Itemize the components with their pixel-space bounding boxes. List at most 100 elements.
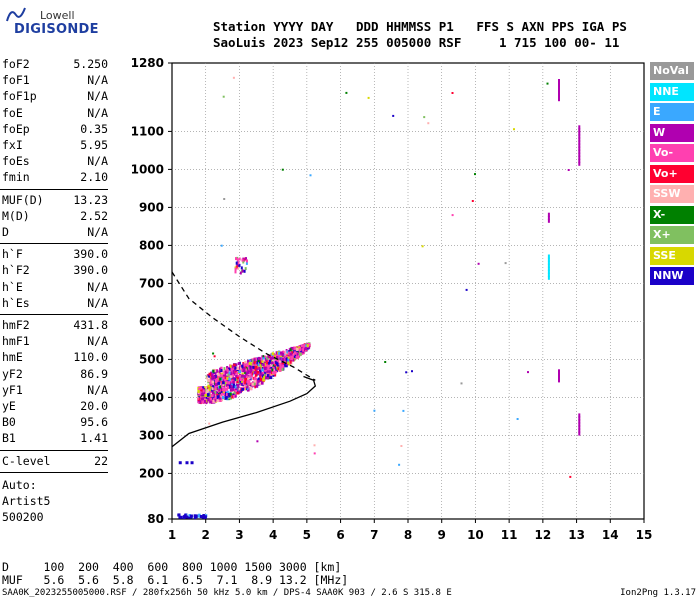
echo-point (224, 391, 227, 395)
echo-point (193, 516, 197, 520)
echo-point (269, 367, 272, 371)
echo-point (238, 382, 241, 385)
echo-point (267, 376, 270, 380)
echo-point (235, 265, 238, 269)
param-row: B0 95.6 (2, 415, 108, 431)
echo-point (273, 361, 277, 365)
echo-point (262, 378, 266, 382)
echo-point (214, 372, 217, 376)
echo-point (271, 366, 274, 370)
echo-point (208, 391, 210, 395)
param-name: hmE (2, 350, 23, 365)
echo-point (236, 384, 240, 387)
echo-point (220, 366, 223, 370)
echo-point (207, 378, 211, 382)
echo-point (295, 356, 298, 359)
echo-point (247, 359, 250, 363)
echo-point (216, 387, 219, 390)
echo-point (225, 387, 229, 391)
echo-point (201, 397, 205, 401)
echo-point (226, 376, 229, 380)
echo-point (267, 364, 271, 368)
echo-point (257, 379, 260, 383)
echo-point (260, 372, 263, 376)
echo-point (199, 391, 202, 395)
echo-point (226, 368, 229, 372)
echo-point (219, 377, 222, 381)
echo-point (238, 374, 241, 378)
param-name: hmF2 (2, 318, 30, 332)
echo-point (203, 391, 207, 395)
echo-point (264, 355, 267, 359)
echo-point (241, 374, 244, 378)
echo-point (309, 174, 312, 177)
echo-point (286, 350, 288, 354)
echo-point (211, 387, 214, 391)
echo-streak-point (547, 269, 550, 274)
y-tick-label: 600 (139, 314, 164, 328)
param-name: foEs (2, 154, 30, 169)
echo-point (234, 366, 237, 370)
echo-streak-point (578, 419, 581, 424)
echo-point (208, 372, 211, 376)
param-row: hmF2 431.8 (2, 318, 108, 334)
param-value: N/A (87, 279, 108, 294)
x-tick-label: 9 (438, 528, 446, 542)
echo-point (234, 363, 238, 367)
echo-point (287, 351, 291, 355)
echo-point (250, 386, 252, 390)
echo-streak-point (547, 257, 550, 262)
echo-point (230, 364, 232, 368)
param-value: 390.0 (73, 263, 108, 278)
echo-point (236, 380, 239, 384)
echo-point (227, 393, 230, 396)
echo-streak-point (547, 254, 550, 259)
echo-point (261, 372, 265, 375)
echo-point (232, 76, 235, 79)
echo-point (261, 359, 264, 363)
echo-point (229, 372, 233, 376)
echo-point (252, 365, 255, 369)
echo-point (245, 257, 247, 261)
y-tick-label: 800 (139, 238, 164, 252)
param-row: fmin 2.10 (2, 170, 108, 186)
echo-point (569, 475, 572, 478)
echo-point (257, 363, 260, 367)
echo-point (243, 375, 246, 379)
echo-point (218, 388, 220, 392)
param-value: 2.10 (80, 170, 108, 185)
echo-point (306, 344, 309, 348)
echo-point (217, 381, 221, 385)
echo-point (229, 369, 231, 373)
x-tick-label: 5 (303, 528, 311, 542)
echo-point (231, 379, 234, 383)
echo-point (234, 370, 237, 374)
echo-point (236, 367, 239, 370)
echo-point (211, 400, 214, 404)
echo-point (224, 377, 228, 381)
echo-point (234, 394, 237, 398)
param-divider (0, 188, 108, 190)
echo-point (289, 349, 291, 353)
echo-point (198, 388, 201, 392)
echo-point (261, 381, 264, 385)
param-name: h`F2 (2, 263, 30, 278)
echo-point (273, 373, 277, 377)
echo-point (477, 262, 480, 265)
echo-point (226, 384, 229, 387)
echo-point (236, 258, 239, 262)
echo-point (290, 355, 293, 359)
echo-streak-point (547, 263, 550, 268)
param-row: C-level 22 (2, 454, 108, 470)
echo-streak-point (578, 425, 581, 430)
echo-point (253, 358, 256, 362)
param-row: M(D) 2.52 (2, 209, 108, 225)
echo-point (271, 368, 274, 372)
echo-point (243, 387, 246, 391)
param-value: 0.35 (80, 121, 108, 136)
echo-point (219, 399, 222, 402)
echo-point (245, 261, 248, 265)
echo-point (302, 344, 306, 348)
echo-point (204, 515, 207, 519)
param-name: M(D) (2, 208, 30, 223)
